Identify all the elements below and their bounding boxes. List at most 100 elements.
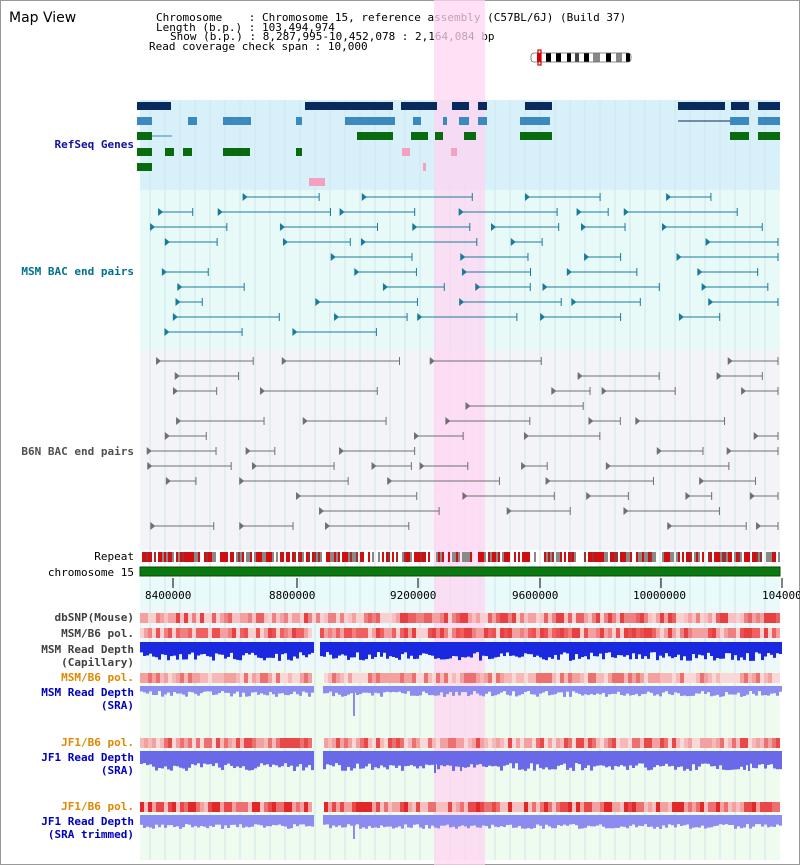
jf1-depth-bar — [761, 751, 764, 765]
msm-depth-cap-bar — [605, 642, 608, 653]
repeat-element — [466, 552, 468, 562]
msm-depth-cap-bar — [257, 642, 260, 658]
msm-depth-cap-bar — [506, 642, 509, 653]
msm-depth-cap-bar — [452, 642, 455, 656]
refseq-gene-0 — [525, 102, 552, 110]
jf1-depth-bar — [299, 751, 302, 765]
jf1-depth-bar — [617, 751, 620, 767]
msm-depth-sra-bar — [686, 686, 689, 697]
repeat-element — [564, 552, 566, 562]
msm-pol-cell — [256, 628, 260, 638]
jf1-depth-bar — [272, 751, 275, 765]
track-label-msm-pol-sra[interactable]: MSM/B6 pol. — [61, 671, 134, 684]
jf1-pol-cell — [500, 738, 504, 748]
track-label-chromosome[interactable]: chromosome 15 — [47, 566, 134, 579]
msm-pol-sra-cell — [620, 673, 624, 683]
track-label-msm-depth-sra[interactable]: MSM Read Depth (SRA) — [41, 686, 134, 712]
jf1-depth-bar — [164, 751, 167, 767]
msm-pol-sra-cell — [244, 673, 248, 683]
jf1-depth-bar — [437, 751, 440, 770]
msm-pol-sra-cell — [648, 673, 652, 683]
msm-pol-cell — [708, 628, 712, 638]
jf1-pol-trim-cell — [232, 802, 236, 812]
dbsnp-cell — [716, 613, 720, 623]
msm-pol-sra-cell — [496, 673, 500, 683]
jf1-depth-trim-bar — [695, 815, 698, 828]
msm-depth-cap-bar — [641, 642, 644, 659]
msm-depth-sra-bar — [599, 686, 602, 695]
msm-pol-cell — [716, 628, 720, 638]
msm-depth-cap-bar — [470, 642, 473, 658]
jf1-depth-trim-bar — [734, 815, 737, 829]
msm-depth-sra-bar — [167, 686, 170, 693]
jf1-pol-trim-cell — [696, 802, 700, 812]
track-label-repeat[interactable]: Repeat — [94, 550, 134, 563]
repeat-element — [344, 552, 346, 562]
track-label-refseq[interactable]: RefSeq Genes — [54, 138, 134, 151]
msm-pol-sra-cell — [712, 673, 716, 683]
repeat-element — [652, 552, 654, 562]
dbsnp-cell — [764, 613, 768, 623]
b6n-bac-end — [756, 522, 762, 530]
msm-depth-cap-bar — [218, 642, 221, 655]
msm-depth-sra-bar — [443, 686, 446, 697]
msm-depth-sra-bar — [575, 686, 578, 693]
track-label-jf1-pol[interactable]: JF1/B6 pol. — [61, 736, 134, 749]
track-label-b6n-bac[interactable]: B6N BAC end pairs — [21, 445, 134, 458]
msm-pol-sra-cell — [756, 673, 760, 683]
repeat-element — [464, 552, 466, 562]
jf1-pol-trim-cell — [240, 802, 244, 812]
jf1-depth-bar — [329, 751, 332, 766]
jf1-depth-trim-bar — [539, 815, 542, 826]
jf1-depth-trim-bar — [275, 815, 278, 826]
msm-bac-end — [242, 193, 248, 201]
repeat-element — [490, 552, 492, 562]
msm-depth-sra-bar — [749, 686, 752, 692]
track-label-msm-pol[interactable]: MSM/B6 pol. — [61, 627, 134, 640]
msm-depth-sra-bar — [602, 686, 605, 693]
msm-pol-cell — [308, 628, 312, 638]
jf1-pol-cell — [596, 738, 600, 748]
track-label-msm-depth-cap[interactable]: MSM Read Depth (Capillary) — [41, 643, 134, 669]
jf1-pol-trim-cell — [196, 802, 200, 812]
dbsnp-cell — [288, 613, 292, 623]
dbsnp-cell — [760, 613, 764, 623]
jf1-pol-trim-cell — [596, 802, 600, 812]
msm-depth-cap-bar — [260, 642, 263, 659]
jf1-pol-trim-cell — [160, 802, 164, 812]
track-label-msm-bac[interactable]: MSM BAC end pairs — [21, 265, 134, 278]
msm-depth-cap-bar — [380, 642, 383, 657]
msm-pol-cell — [152, 628, 156, 638]
msm-depth-sra-bar — [380, 686, 383, 697]
repeat-element — [524, 552, 526, 562]
jf1-pol-cell — [336, 738, 340, 748]
chromosome-bar — [140, 567, 780, 576]
jf1-depth-trim-bar — [218, 815, 221, 825]
refseq-gene-3 — [165, 148, 174, 156]
chromosome-ideogram[interactable] — [530, 49, 632, 66]
msm-pol-sra-cell — [224, 673, 228, 683]
track-label-jf1-pol-trim[interactable]: JF1/B6 pol. — [61, 800, 134, 813]
jf1-pol-trim-cell — [192, 802, 196, 812]
track-label-jf1-depth[interactable]: JF1 Read Depth (SRA) — [41, 751, 134, 777]
track-label-dbsnp[interactable]: dbSNP(Mouse) — [54, 611, 134, 624]
jf1-depth-trim-bar — [431, 815, 434, 826]
dbsnp-cell — [692, 613, 696, 623]
jf1-pol-trim-cell — [352, 802, 356, 812]
jf1-pol-trim-cell — [304, 802, 308, 812]
msm-pol-cell — [540, 628, 544, 638]
msm-depth-cap-bar — [554, 642, 557, 655]
msm-bac-end — [164, 328, 170, 336]
msm-depth-sra-bar — [644, 686, 647, 694]
msm-depth-cap-bar — [530, 642, 533, 655]
msm-pol-cell — [284, 628, 288, 638]
jf1-depth-trim-bar — [143, 815, 146, 828]
jf1-depth-bar — [212, 751, 215, 767]
jf1-pol-cell — [176, 738, 180, 748]
track-label-jf1-depth-trim[interactable]: JF1 Read Depth (SRA trimmed) — [41, 815, 134, 841]
msm-pol-sra-cell — [484, 673, 488, 683]
dbsnp-cell — [580, 613, 584, 623]
msm-pol-cell — [548, 628, 552, 638]
dbsnp-cell — [388, 613, 392, 623]
